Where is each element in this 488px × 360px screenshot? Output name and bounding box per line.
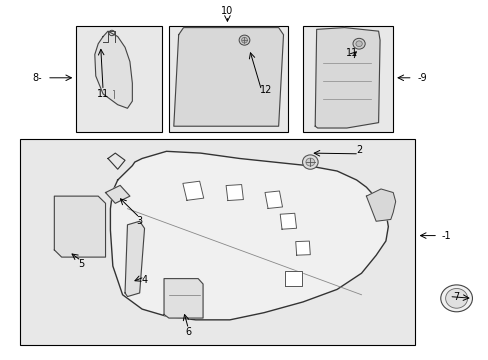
Ellipse shape <box>352 39 365 49</box>
Polygon shape <box>225 185 243 201</box>
Ellipse shape <box>440 285 471 312</box>
Polygon shape <box>315 28 379 128</box>
Text: 2: 2 <box>355 144 362 154</box>
Text: 11: 11 <box>97 89 109 99</box>
Text: 8-: 8- <box>32 73 42 83</box>
Ellipse shape <box>302 155 318 169</box>
Text: -9: -9 <box>417 73 427 83</box>
Polygon shape <box>284 271 301 286</box>
Polygon shape <box>295 241 310 255</box>
Polygon shape <box>125 221 144 297</box>
Text: -1: -1 <box>441 231 451 240</box>
Polygon shape <box>163 279 203 318</box>
Polygon shape <box>264 191 282 208</box>
Text: 7: 7 <box>452 292 459 302</box>
Polygon shape <box>366 189 395 221</box>
Polygon shape <box>110 151 387 320</box>
Text: 6: 6 <box>185 327 191 337</box>
Text: 10: 10 <box>221 6 233 17</box>
Text: 3: 3 <box>136 216 142 226</box>
Polygon shape <box>108 153 125 169</box>
Polygon shape <box>95 31 132 108</box>
Polygon shape <box>105 185 130 203</box>
Bar <box>303 26 392 132</box>
Bar <box>76 26 161 132</box>
Ellipse shape <box>445 288 467 308</box>
Text: 11: 11 <box>345 48 357 58</box>
Ellipse shape <box>355 41 362 46</box>
Bar <box>20 139 414 345</box>
Ellipse shape <box>239 35 249 45</box>
Text: 5: 5 <box>78 259 84 269</box>
Polygon shape <box>54 196 105 257</box>
Ellipse shape <box>241 37 247 43</box>
Text: 12: 12 <box>260 85 272 95</box>
Text: 4: 4 <box>141 275 147 285</box>
Polygon shape <box>183 181 203 200</box>
Polygon shape <box>280 213 296 229</box>
Bar <box>168 26 288 132</box>
Polygon shape <box>173 28 283 126</box>
Ellipse shape <box>305 158 314 166</box>
